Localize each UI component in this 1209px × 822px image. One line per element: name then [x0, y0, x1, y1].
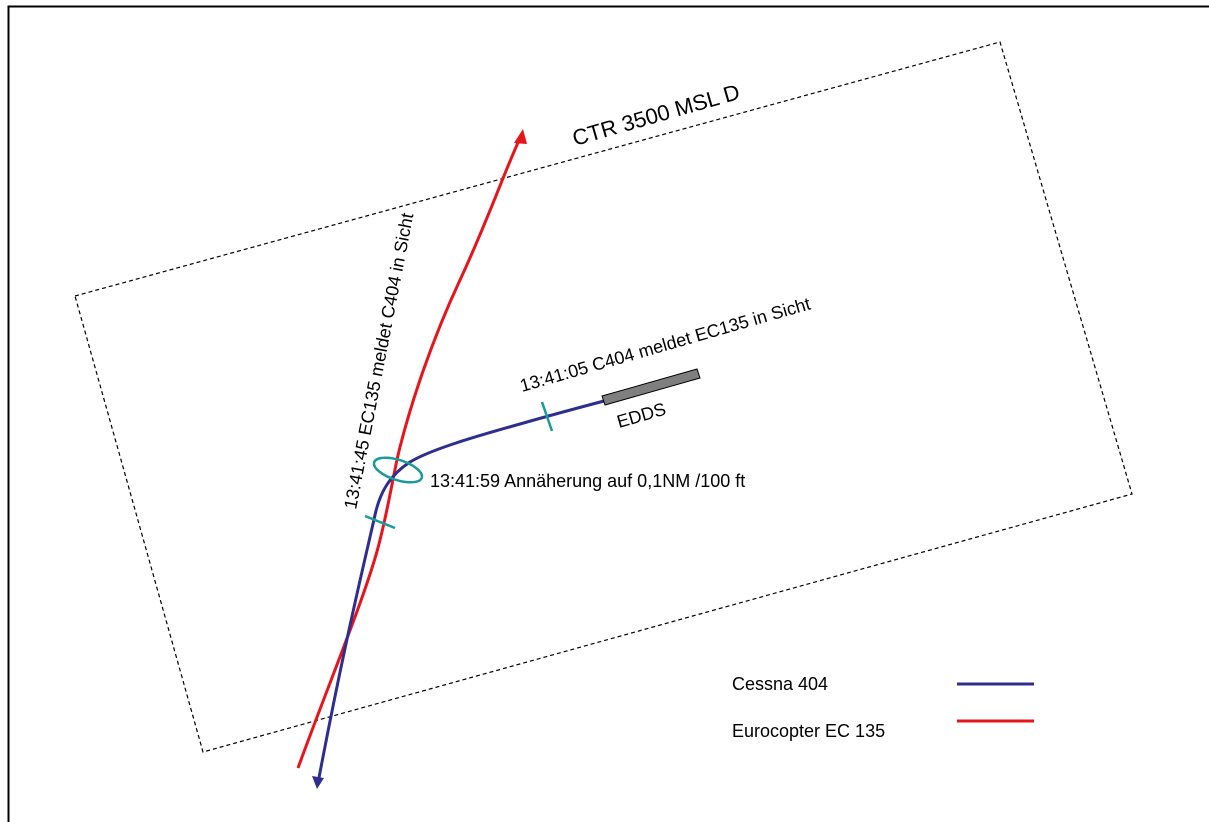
legend: Cessna 404 Eurocopter EC 135 [732, 674, 1034, 741]
legend-label-ec135: Eurocopter EC 135 [732, 721, 885, 741]
ctr-label: CTR 3500 MSL D [569, 79, 742, 151]
ctr-boundary [74, 41, 1133, 753]
ec135-arrowhead [514, 129, 527, 144]
ec135-track [296, 135, 523, 769]
time-marker-c404 [540, 401, 554, 432]
closest-approach-marker [372, 456, 424, 484]
cessna-arrowhead [312, 776, 324, 789]
diagram-frame [7, 5, 1209, 822]
runway-label: EDDS [615, 399, 669, 432]
time-marker-ec135 [364, 514, 396, 530]
legend-label-cessna: Cessna 404 [732, 674, 828, 694]
cessna-track [316, 399, 605, 784]
annotation-approach: 13:41:59 Annäherung auf 0,1NM /100 ft [430, 471, 745, 491]
runway-edds [601, 368, 701, 406]
